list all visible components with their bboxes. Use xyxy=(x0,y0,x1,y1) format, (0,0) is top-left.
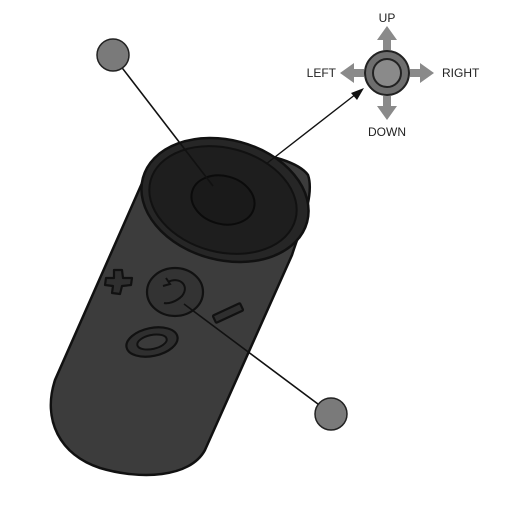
dpad-diagram: UP DOWN LEFT RIGHT xyxy=(307,11,480,139)
volume-up-button[interactable] xyxy=(103,268,134,296)
dpad-inner-button xyxy=(372,58,402,88)
arrow-right-icon xyxy=(410,63,434,83)
touchpad-center[interactable] xyxy=(186,169,260,232)
callout-back-dot xyxy=(314,397,348,431)
callout-touchpad-line xyxy=(112,55,214,187)
callout-touchpad-dot xyxy=(96,38,130,72)
callout-touchpad xyxy=(96,38,214,187)
oculus-logo-icon xyxy=(136,333,168,351)
label-down: DOWN xyxy=(368,125,406,139)
label-left: LEFT xyxy=(307,66,337,80)
arrow-up-icon xyxy=(377,26,397,50)
callout-back-line xyxy=(183,303,331,414)
arrow-left-icon xyxy=(340,63,364,83)
touchpad-to-dpad-arrow xyxy=(265,88,364,165)
label-up: UP xyxy=(379,11,396,25)
back-arrow-head xyxy=(162,277,172,287)
callout-back xyxy=(183,303,348,431)
label-right: RIGHT xyxy=(442,66,480,80)
remote-controller xyxy=(49,136,312,477)
arrow-down-icon xyxy=(377,96,397,120)
back-arrow-icon xyxy=(163,279,186,305)
back-button[interactable] xyxy=(145,266,205,318)
home-button[interactable] xyxy=(124,323,181,361)
volume-down-button[interactable] xyxy=(211,302,245,324)
arrowhead-icon xyxy=(351,88,364,100)
